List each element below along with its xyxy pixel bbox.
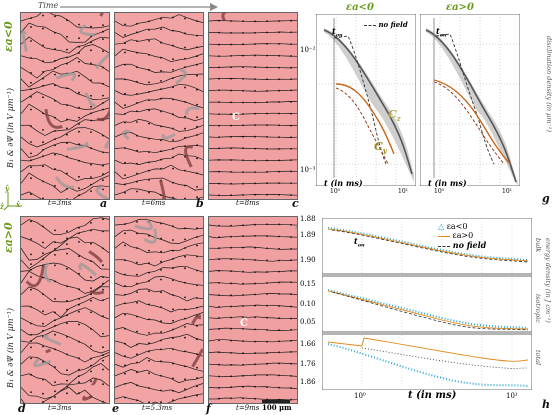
g-cz-label: Cz <box>388 108 401 124</box>
h-sub-isotropic: isotropic <box>534 294 542 323</box>
panel-a-field-lines <box>21 13 109 199</box>
panel-d <box>20 216 110 404</box>
panel-e-letter: e <box>112 402 119 415</box>
axis-y-label: ŷ <box>5 184 10 193</box>
panel-c <box>208 12 298 200</box>
g-legend-nofield: no field <box>364 20 408 29</box>
axis-z-label: ẑ <box>0 202 4 211</box>
h-plot <box>322 218 532 390</box>
panel-f-letter: f <box>206 402 211 415</box>
panel-f <box>208 216 298 404</box>
h-legend-2: no field <box>452 240 487 250</box>
panel-c-field-lines <box>209 13 297 197</box>
row-top-condition: εa<0 <box>2 21 15 52</box>
panel-b-field-lines <box>115 14 203 199</box>
row-bottom-condition: εa>0 <box>2 222 15 253</box>
h-mid-tick-2: 0.05 <box>300 318 316 326</box>
g-xtick-right-2: 10¹ <box>502 188 513 195</box>
g-ton-right: ton <box>436 26 447 39</box>
h-bot-tick-0: 1.66 <box>300 340 316 348</box>
h-ton: ton <box>354 236 365 249</box>
panel-f-marker: C <box>240 318 248 329</box>
h-bot-tick-1: 1.76 <box>300 360 316 368</box>
panel-g: εa<0 εa>0 10⁻² 10⁻³ no field ton ton Cz <box>298 0 555 206</box>
g-left-plot <box>316 14 416 186</box>
g-xtick-left-2: 10¹ <box>398 188 409 195</box>
panel-a-time: t=3ms <box>48 199 72 207</box>
scalebar: 100 μm <box>262 400 292 412</box>
h-top-tick-1: 1.89 <box>300 231 316 239</box>
panel-b <box>114 12 204 200</box>
h-sub-total: total <box>534 350 542 366</box>
row-bottom-ylabel: B₁ & ∂Ψ (in V μm⁻¹) <box>6 307 15 388</box>
g-xlabel-left: t (in ms) <box>324 178 363 188</box>
h-mid-tick-0: 0.15 <box>300 280 316 288</box>
g-ytick-top: 10⁻² <box>300 46 316 54</box>
panel-a <box>20 12 110 200</box>
panel-d-time: t=3ms <box>48 404 72 412</box>
time-arrow <box>60 3 218 11</box>
h-sub-bulk: bulk <box>534 238 542 253</box>
panel-e-time: t=5.3ms <box>142 404 173 412</box>
g-right-title: εa>0 <box>446 2 474 13</box>
row-top-ylabel: B₁ & ∂Ψ (in V μm⁻¹) <box>6 87 15 168</box>
axis-indicator: ŷ x̂ ẑ <box>0 184 26 212</box>
g-ylabel: disclination density (in μm⁻²) <box>545 36 553 133</box>
h-xtick-0: 10⁰ <box>354 392 366 400</box>
panel-e-field-lines <box>115 218 203 403</box>
panel-h: △ εa<0 εa>0 no field ton 1.88 1.89 1.90 … <box>298 212 555 415</box>
h-ylabel: energy density (in J cm⁻³) <box>544 238 552 323</box>
panel-b-letter: b <box>196 197 204 210</box>
h-top-tick-0: 1.88 <box>300 215 316 223</box>
h-legend-1: εa>0 <box>452 231 474 240</box>
h-bot-tick-2: 1.86 <box>300 378 316 386</box>
h-top-tick-2: 1.90 <box>300 256 316 264</box>
g-ytick-bottom: 10⁻³ <box>300 166 316 174</box>
g-legend-nofield-text: no field <box>378 20 408 29</box>
g-ton-left: ton <box>332 26 343 39</box>
g-xlabel-right: t (in ms) <box>428 178 467 188</box>
scalebar-label: 100 μm <box>262 403 292 412</box>
h-legend-0: εa<0 <box>446 222 468 231</box>
panel-d-field-lines <box>21 217 109 403</box>
g-cy-label: Cy <box>374 140 387 156</box>
panel-c-marker: C <box>232 112 240 123</box>
h-mid-tick-1: 0.10 <box>300 300 316 308</box>
panel-h-letter: h <box>542 398 550 411</box>
panel-b-time: t=6ms <box>142 199 166 207</box>
panel-d-letter: d <box>18 402 26 415</box>
h-xtick-1: 10¹ <box>506 392 518 400</box>
g-left-title: εa<0 <box>346 2 374 13</box>
panel-a-letter: a <box>100 197 108 210</box>
panel-e <box>114 216 204 404</box>
panel-g-letter: g <box>542 192 550 205</box>
axis-x-label: x̂ <box>16 200 21 209</box>
h-legend: △ εa<0 εa>0 no field <box>438 222 487 250</box>
panel-c-time: t=8ms <box>236 199 260 207</box>
panel-c-letter: c <box>292 197 299 210</box>
panel-f-field-lines <box>209 223 297 401</box>
panel-f-time: t=9ms <box>236 404 260 412</box>
h-xlabel: t (in ms) <box>408 390 457 401</box>
g-xtick-left-1: 10⁰ <box>330 188 341 195</box>
g-xtick-right-1: 10⁰ <box>434 188 445 195</box>
time-axis-label: Time <box>38 1 59 10</box>
g-right-plot <box>420 14 520 186</box>
